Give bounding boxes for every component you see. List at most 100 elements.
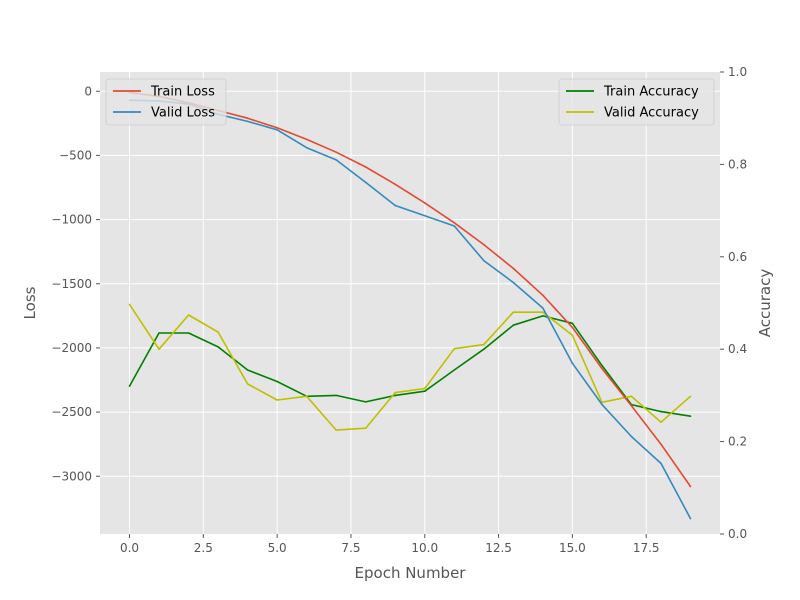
y-right-tick-label: 0.4 bbox=[728, 342, 747, 356]
data-point-train-accuracy bbox=[217, 346, 219, 348]
y-left-tick-label: −2000 bbox=[51, 341, 92, 355]
data-point-train-loss bbox=[689, 485, 692, 488]
y-left-tick-label: −1000 bbox=[51, 213, 92, 227]
y-right-tick-label: 0.2 bbox=[728, 435, 747, 449]
data-point-train-accuracy bbox=[512, 324, 515, 326]
data-point-valid-loss bbox=[453, 225, 456, 227]
data-point-train-loss bbox=[335, 151, 337, 154]
data-point-valid-loss bbox=[276, 128, 278, 131]
data-point-valid-loss bbox=[571, 362, 574, 365]
data-point-valid-accuracy bbox=[542, 311, 544, 314]
data-point-valid-accuracy bbox=[453, 347, 456, 350]
x-tick-label: 15.0 bbox=[559, 541, 586, 555]
legend-train-accuracy-label: Train Accuracy bbox=[603, 85, 699, 100]
y-left-tick-label: −3000 bbox=[51, 469, 92, 483]
data-point-valid-accuracy bbox=[660, 421, 662, 423]
series-line-valid-accuracy bbox=[128, 303, 692, 431]
data-point-valid-accuracy bbox=[630, 395, 633, 398]
x-tick-label: 10.0 bbox=[411, 541, 438, 555]
data-point-train-loss bbox=[630, 404, 633, 407]
y-axis-label-left: Loss bbox=[21, 286, 39, 319]
data-point-valid-loss bbox=[660, 462, 662, 465]
data-point-train-loss bbox=[364, 166, 367, 168]
data-point-train-accuracy bbox=[394, 394, 397, 397]
data-point-valid-loss bbox=[423, 214, 426, 217]
data-point-valid-loss bbox=[364, 181, 367, 184]
data-point-valid-accuracy bbox=[158, 348, 160, 351]
legend-train-loss-label: Train Loss bbox=[150, 85, 215, 100]
data-point-train-accuracy bbox=[423, 390, 426, 393]
data-point-valid-loss bbox=[246, 120, 249, 123]
data-point-train-accuracy bbox=[364, 401, 367, 403]
data-point-valid-loss bbox=[483, 259, 485, 262]
data-point-valid-accuracy bbox=[512, 311, 515, 314]
legend-valid-loss-label: Valid Loss bbox=[151, 106, 215, 121]
data-point-train-accuracy bbox=[453, 369, 456, 371]
data-point-valid-loss bbox=[335, 159, 337, 161]
data-point-train-loss bbox=[246, 117, 249, 119]
x-tick-label: 17.5 bbox=[633, 541, 660, 555]
legend-left: Train Loss Valid Loss bbox=[105, 78, 227, 126]
data-point-train-loss bbox=[512, 267, 515, 270]
data-point-train-loss bbox=[305, 138, 308, 141]
data-point-valid-accuracy bbox=[246, 383, 249, 385]
x-tick-label: 12.5 bbox=[485, 541, 512, 555]
data-point-valid-loss bbox=[542, 307, 544, 309]
data-point-train-accuracy bbox=[246, 369, 249, 371]
grid bbox=[100, 72, 720, 534]
data-point-train-accuracy bbox=[128, 385, 131, 387]
legend-valid-accuracy-label: Valid Accuracy bbox=[604, 106, 699, 121]
data-point-train-accuracy bbox=[689, 415, 692, 417]
data-point-train-loss bbox=[394, 183, 397, 186]
data-point-valid-accuracy bbox=[276, 399, 278, 401]
y-left-tick-label: −500 bbox=[59, 148, 92, 162]
data-point-train-accuracy bbox=[158, 332, 160, 334]
data-point-valid-accuracy bbox=[689, 395, 692, 398]
data-point-valid-loss bbox=[630, 435, 633, 438]
data-point-train-loss bbox=[571, 326, 574, 329]
data-point-train-loss bbox=[276, 127, 278, 129]
data-point-valid-accuracy bbox=[335, 429, 337, 431]
data-point-valid-loss bbox=[394, 204, 397, 207]
data-point-valid-loss bbox=[601, 403, 603, 406]
axis-ticks: 0.0 2.5 5.0 7.5 10.0 12.5 15.0 17.5 0 −500 −1000 −1… bbox=[51, 65, 747, 555]
y-right-tick-label: 0.8 bbox=[728, 157, 747, 171]
legend-right-box bbox=[558, 78, 715, 126]
plot-background bbox=[100, 72, 720, 534]
x-tick-label: 7.5 bbox=[341, 541, 360, 555]
data-point-valid-loss bbox=[689, 517, 692, 520]
data-point-train-accuracy bbox=[660, 410, 662, 413]
data-point-train-loss bbox=[542, 294, 544, 297]
data-point-train-accuracy bbox=[483, 348, 485, 351]
y-left-tick-label: −1500 bbox=[51, 277, 92, 291]
y-axis-label-right: Accuracy bbox=[756, 269, 774, 338]
data-point-train-accuracy bbox=[542, 315, 544, 317]
data-point-valid-accuracy bbox=[423, 387, 426, 390]
data-point-train-loss bbox=[660, 443, 662, 445]
x-tick-label: 5.0 bbox=[268, 541, 287, 555]
data-point-train-accuracy bbox=[187, 332, 190, 334]
data-point-valid-accuracy bbox=[187, 314, 190, 316]
data-point-valid-accuracy bbox=[571, 334, 574, 337]
data-point-valid-loss bbox=[305, 146, 308, 149]
legend-right: Train Accuracy Valid Accuracy bbox=[558, 78, 715, 126]
y-right-tick-label: 0.0 bbox=[728, 527, 747, 541]
data-point-valid-accuracy bbox=[394, 391, 397, 394]
x-tick-label: 0.0 bbox=[120, 541, 139, 555]
y-left-tick-label: 0 bbox=[84, 84, 92, 98]
data-point-valid-accuracy bbox=[128, 303, 131, 306]
data-point-train-loss bbox=[483, 243, 485, 246]
y-right-tick-label: 0.6 bbox=[728, 250, 747, 264]
data-point-valid-loss bbox=[512, 281, 515, 284]
series-line-train-accuracy bbox=[128, 315, 691, 417]
data-point-valid-accuracy bbox=[483, 343, 485, 346]
data-point-valid-accuracy bbox=[305, 395, 308, 398]
y-right-tick-label: 1.0 bbox=[728, 65, 747, 79]
y-left-tick-label: −2500 bbox=[51, 405, 92, 419]
data-point-train-accuracy bbox=[276, 380, 278, 383]
data-point-valid-accuracy bbox=[364, 427, 367, 430]
x-axis-label: Epoch Number bbox=[355, 564, 467, 582]
data-point-valid-accuracy bbox=[217, 331, 219, 333]
data-point-train-accuracy bbox=[571, 322, 574, 325]
